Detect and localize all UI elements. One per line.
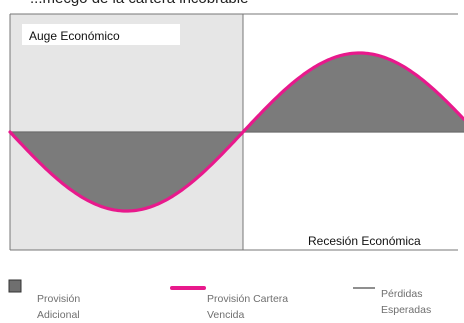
- recession-label: Recesión Económica: [308, 234, 421, 248]
- grey-line-swatch-icon: [353, 287, 375, 289]
- recession-label-box: [298, 229, 458, 249]
- provision-curve: [8, 51, 464, 213]
- cropped-header-text: ...mecgo de la cartera incobrable: [30, 0, 450, 8]
- boom-label: Auge Económico: [29, 29, 120, 43]
- legend-item-provision-cartera-vencida: Provisión Cartera Vencida: [207, 293, 289, 321]
- grey-square-swatch-icon: [8, 279, 22, 293]
- magenta-line-swatch-icon: [170, 286, 206, 290]
- legend-item-provision-adicional: Provisión Adicional: [37, 293, 81, 321]
- legend-item-perdidas-esperadas: Pérdidas Esperadas: [381, 288, 432, 316]
- legend: Provisión Adicional Provisión Cartera Ve…: [0, 270, 464, 323]
- economic-cycle-diagram: Auge Económico Recesión Económica: [8, 13, 464, 251]
- boom-label-box: [22, 24, 180, 45]
